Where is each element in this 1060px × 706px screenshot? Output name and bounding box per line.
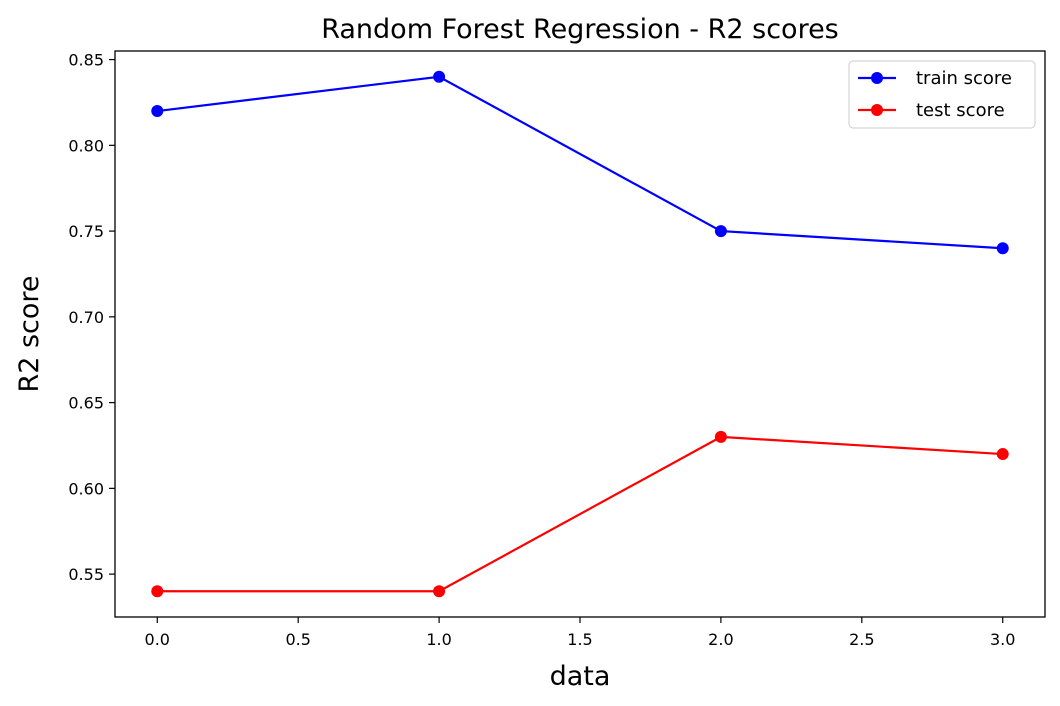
y-tick-label: 0.70 [68, 308, 104, 327]
x-tick-label: 0.5 [285, 630, 310, 649]
legend: train score test score [848, 60, 1036, 129]
legend-marker-test-score [871, 104, 883, 116]
series-test-score [151, 430, 1009, 598]
data-point-test-score [714, 430, 727, 443]
x-tick-label: 3.0 [990, 630, 1015, 649]
data-point-test-score [996, 448, 1009, 461]
y-tick-label: 0.75 [68, 222, 104, 241]
data-point-train-score [996, 242, 1009, 255]
y-tick-label: 0.55 [68, 565, 104, 584]
legend-label-train-score: train score [916, 68, 1012, 89]
x-axis-title: data [550, 661, 611, 692]
x-tick-label: 1.0 [426, 630, 451, 649]
plot-area: 0.0 0.5 1.0 1.5 2.0 2.5 3.0 0.55 0.60 0.65 0.70 0.7… [68, 50, 1046, 649]
x-tick-label: 0.0 [145, 630, 170, 649]
series-train-score [151, 70, 1009, 255]
x-tick-label: 1.5 [567, 630, 592, 649]
series-line-train-score [157, 75, 1003, 250]
data-point-test-score [151, 585, 164, 598]
legend-marker-train-score [871, 72, 883, 84]
y-tick-label: 0.80 [68, 136, 104, 155]
x-tick-label: 2.0 [708, 630, 733, 649]
chart-title: Random Forest Regression - R2 scores [321, 14, 839, 45]
y-tick-label: 0.60 [68, 479, 104, 498]
data-point-train-score [151, 105, 164, 118]
y-axis-title: R2 score [14, 275, 45, 392]
x-tick-label: 2.5 [849, 630, 874, 649]
legend-label-test-score: test score [916, 100, 1005, 121]
data-point-test-score [433, 585, 446, 598]
data-point-train-score [714, 225, 727, 238]
y-tick-label: 0.65 [68, 394, 104, 413]
data-point-train-score [433, 70, 446, 83]
y-tick-label: 0.85 [68, 51, 104, 70]
series-line-test-score [157, 435, 1003, 593]
